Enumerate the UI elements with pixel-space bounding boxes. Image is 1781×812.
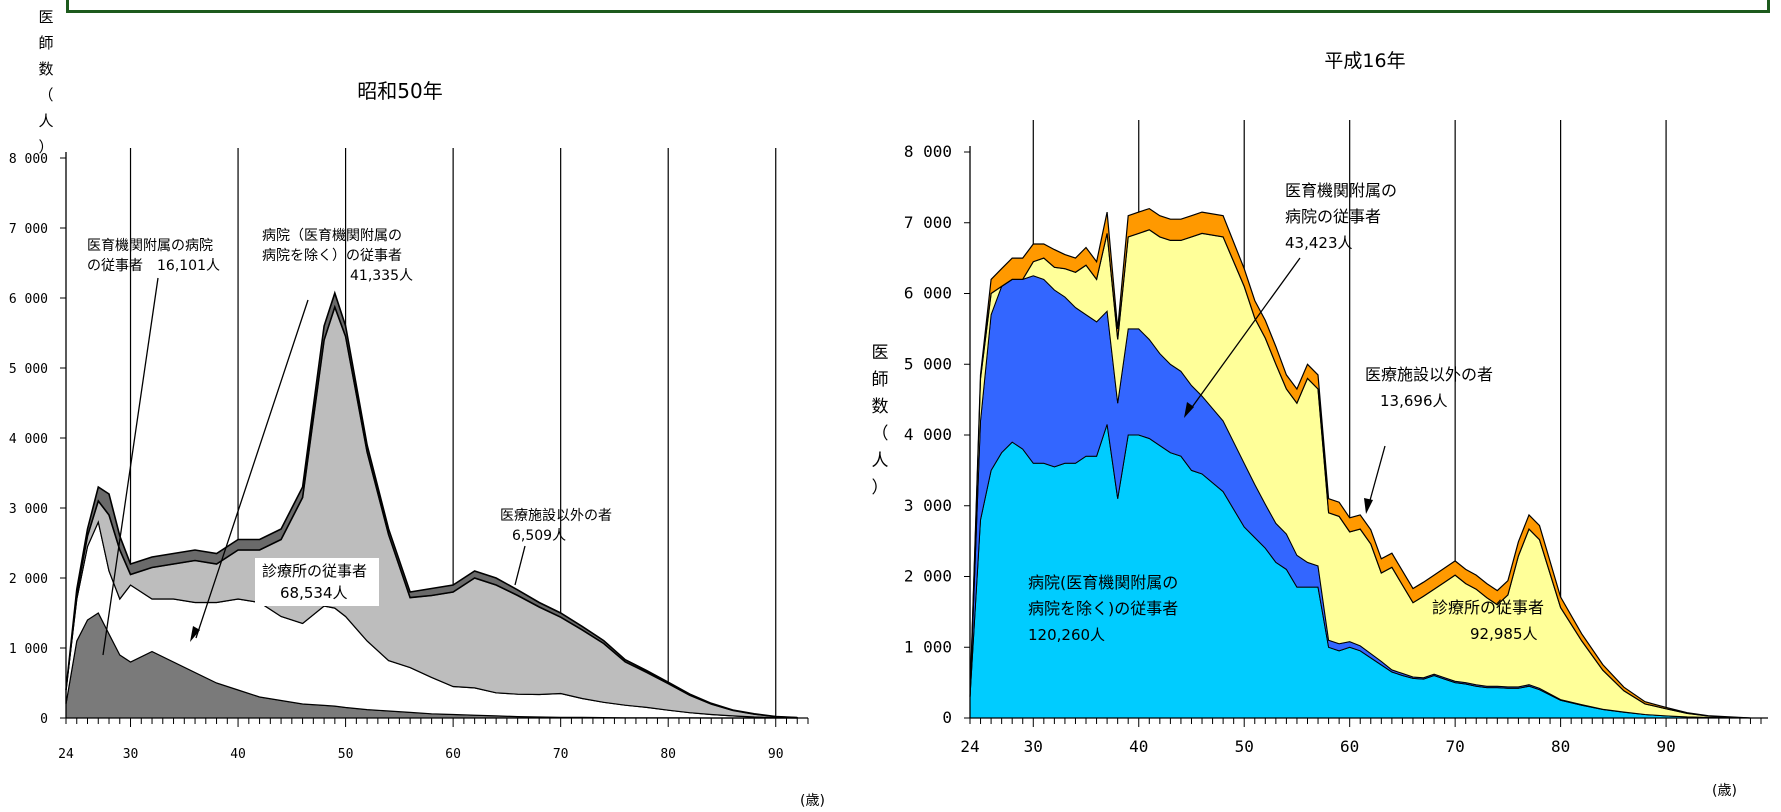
right-x-tick-label: 50: [1235, 737, 1254, 756]
left-x-tick-label: 40: [230, 747, 246, 762]
left-y-tick-label: 1 000: [9, 642, 48, 657]
right-y-tick-label: 5 000: [904, 354, 952, 373]
left-annotation-hospital: 病院（医育機関附属の 病院を除く）の従事者 41,335人: [190, 228, 413, 642]
left-anno-university-line1: 医育機関附属の病院: [87, 238, 213, 254]
right-anno-university-line3: 43,423人: [1285, 234, 1353, 252]
left-y-label-char: 数: [38, 60, 53, 78]
left-y-tick-label: 0: [40, 712, 48, 727]
right-y-axis-label: 医師数 （ 人 ）: [872, 343, 889, 498]
right-chart-title: 平成16年: [1324, 50, 1405, 72]
left-anno-nonmed-leader: [514, 545, 526, 586]
right-annotation-university: 医育機関附属の 病院の従事者 43,423人: [1184, 181, 1397, 418]
right-x-tick-label: 60: [1340, 737, 1359, 756]
right-y-label-char: 医: [872, 343, 889, 363]
left-areas: [65, 290, 798, 719]
left-anno-nonmed-line2: 6,509人: [512, 528, 566, 544]
left-y-label-char: 人: [38, 112, 53, 130]
right-anno-hospital-line1: 病院(医育機関附属の: [1028, 573, 1178, 592]
left-axes: [60, 152, 809, 727]
right-y-label-char: 人: [872, 451, 889, 471]
right-y-tick-label: 3 000: [904, 496, 952, 515]
right-y-label-char: 数: [872, 397, 889, 417]
right-x-tick-label: 40: [1129, 737, 1148, 756]
right-chart: 平成16年 医師数 （ 人 ） 0 1 000 2 000 3 000 4 000 5 000 6…: [872, 50, 1768, 799]
right-y-tick-label: 7 000: [904, 213, 952, 232]
left-anno-hospital-line3: 41,335人: [350, 268, 413, 284]
right-anno-nonmed-leader: [1368, 445, 1386, 505]
right-anno-clinic-line2: 92,985人: [1470, 625, 1538, 643]
left-y-label-char: ）: [38, 138, 53, 156]
right-annotation-hospital: 病院(医育機関附属の 病院を除く)の従事者 120,260人: [1028, 573, 1178, 644]
left-annotation-non-medical: 医療施設以外の者 6,509人: [500, 507, 612, 586]
right-anno-nonmed-line1: 医療施設以外の者: [1365, 365, 1493, 384]
right-y-label-char: ）: [872, 478, 889, 498]
right-y-tick-label: 6 000: [904, 284, 952, 303]
right-x-tick-label: 24: [960, 737, 979, 756]
right-anno-hospital-line2: 病院を除く)の従事者: [1028, 599, 1178, 618]
right-y-tick-label: 8 000: [904, 142, 952, 161]
right-x-ticks: 24 30 40 50 60 70 80 90: [960, 737, 1675, 756]
left-x-tick-label: 24: [58, 747, 74, 762]
left-y-tick-label: 6 000: [9, 292, 48, 307]
right-anno-clinic-line1: 診療所の従事者: [1432, 598, 1544, 617]
left-y-label-char: 師: [38, 34, 53, 52]
left-y-tick-label: 7 000: [9, 222, 48, 237]
left-annotation-clinic: 診療所の従事者 68,534人: [255, 558, 379, 606]
left-x-unit: (歳): [800, 793, 825, 809]
right-y-label-char: 師: [872, 370, 889, 390]
right-y-label-char: （: [872, 424, 889, 444]
left-x-tick-label: 90: [768, 747, 784, 762]
left-anno-clinic-box: [255, 558, 379, 606]
left-x-tick-label: 60: [445, 747, 461, 762]
right-y-tick-label: 1 000: [904, 637, 952, 656]
right-annotation-non-medical: 医療施設以外の者 13,696人: [1364, 365, 1493, 514]
left-x-ticks: 24 30 40 50 60 70 80 90: [58, 747, 783, 762]
left-anno-hospital-leader: [195, 299, 309, 639]
right-anno-university-arrowhead: [1184, 402, 1194, 418]
left-x-tick-label: 70: [553, 747, 569, 762]
left-y-tick-label: 2 000: [9, 572, 48, 587]
left-anno-university-leader: [102, 277, 159, 656]
left-x-tick-label: 80: [660, 747, 676, 762]
left-anno-clinic-line2: 68,534人: [280, 584, 348, 602]
right-anno-university-line2: 病院の従事者: [1285, 207, 1381, 226]
right-anno-hospital-line3: 120,260人: [1028, 626, 1105, 644]
left-anno-hospital-arrowhead: [190, 626, 200, 642]
right-anno-university-leader: [1189, 257, 1301, 411]
left-y-tick-label: 4 000: [9, 432, 48, 447]
right-x-unit: (歳): [1712, 783, 1737, 799]
right-y-ticks: 0 1 000 2 000 3 000 4 000 5 000 6 000 7 000 8 00…: [904, 142, 952, 727]
left-y-ticks: 0 1 000 2 000 3 000 4 000 5 000 6 000 7 000 8 00…: [9, 152, 48, 727]
right-annotation-clinic: 診療所の従事者 92,985人: [1432, 598, 1544, 643]
left-chart-title: 昭和50年: [357, 79, 442, 103]
left-anno-nonmed-line1: 医療施設以外の者: [500, 507, 612, 524]
right-x-tick-label: 90: [1656, 737, 1675, 756]
left-annotation-university: 医育機関附属の病院 の従事者 16,101人: [87, 238, 220, 656]
header-banner: [66, 0, 1770, 13]
left-anno-university-line2: の従事者 16,101人: [87, 258, 220, 274]
right-anno-university-line1: 医育機関附属の: [1285, 181, 1397, 200]
right-y-tick-label: 4 000: [904, 425, 952, 444]
left-anno-hospital-line2: 病院を除く）の従事者: [262, 248, 402, 264]
right-x-tick-label: 30: [1024, 737, 1043, 756]
left-y-tick-label: 5 000: [9, 362, 48, 377]
left-anno-clinic-line1: 診療所の従事者: [262, 562, 367, 580]
right-x-tick-label: 80: [1551, 737, 1570, 756]
left-chart: 昭和50年 医師数 （ 人 ） 0 1 000 2 000 3 000 4 000 5 000 6…: [9, 8, 825, 809]
right-axes: [964, 146, 1768, 727]
right-anno-nonmed-arrowhead: [1364, 498, 1373, 514]
left-y-label-char: 医: [38, 8, 53, 26]
left-anno-hospital-line1: 病院（医育機関附属の: [262, 228, 402, 244]
left-y-tick-label: 8 000: [9, 152, 48, 167]
right-y-tick-label: 2 000: [904, 567, 952, 586]
left-y-axis-label: 医師数 （ 人 ）: [38, 8, 53, 156]
left-x-tick-label: 50: [338, 747, 354, 762]
right-x-tick-label: 70: [1446, 737, 1465, 756]
left-y-label-char: （: [38, 86, 53, 104]
right-anno-nonmed-line2: 13,696人: [1380, 392, 1448, 410]
right-y-tick-label: 0: [942, 708, 952, 727]
left-y-tick-label: 3 000: [9, 502, 48, 517]
left-x-tick-label: 30: [123, 747, 139, 762]
